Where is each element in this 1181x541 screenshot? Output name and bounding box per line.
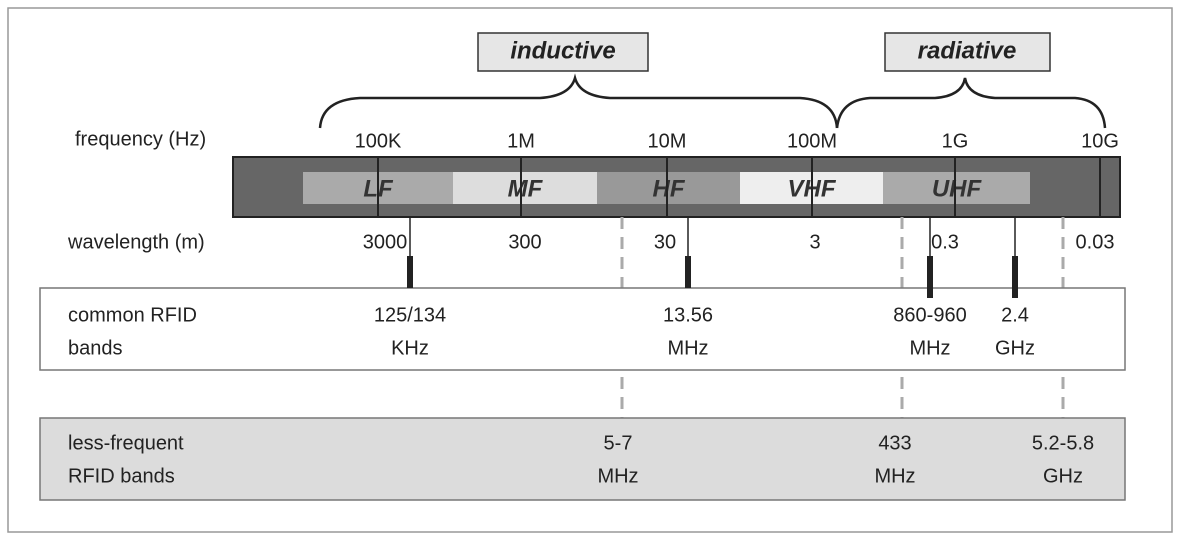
group-box [477,32,649,72]
band-segment [453,172,597,204]
frequency-tick-label: 100K [355,130,402,152]
band-item: 13.56 [663,304,713,326]
wavelength-tick-label: 30 [654,231,676,253]
band-item: KHz [391,337,429,359]
brace [835,77,1107,129]
band-item: 433 [878,432,911,454]
wavelength-tick-label: 3 [809,231,820,253]
frequency-tick-label: 1M [507,130,535,152]
band-item: MHz [874,465,915,487]
brace [318,73,839,129]
band-item: MHz [667,337,708,359]
band-item: 125/134 [374,304,446,326]
band-item: MHz [597,465,638,487]
band-item: 5-7 [604,432,633,454]
frequency-tick-label: 10G [1081,130,1119,152]
wavelength-label: wavelength (m) [67,231,205,253]
common-box [39,287,1126,371]
band-label: MF [508,175,544,202]
box-label: bands [68,337,123,359]
box-label: less-frequent [68,432,184,454]
band-segment [883,172,1030,204]
group-label: inductive [510,37,615,64]
box-label: RFID bands [68,465,175,487]
band-item: 2.4 [1001,304,1029,326]
band-item: GHz [1043,465,1083,487]
band-item: 860-960 [893,304,966,326]
band-label: HF [653,175,686,202]
wavelength-tick-label: 3000 [363,231,408,253]
wavelength-tick-label: 300 [508,231,541,253]
frequency-tick-label: 100M [787,130,837,152]
band-item: MHz [909,337,950,359]
less-frequent-box [39,417,1126,501]
band-segment [597,172,740,204]
connectors [407,217,1018,298]
wavelength-tick-label: 0.03 [1076,231,1115,253]
group-box [884,32,1051,72]
band-label: UHF [932,175,983,202]
group-label: radiative [918,37,1017,64]
frequency-tick-label: 1G [942,130,969,152]
band-item: GHz [995,337,1035,359]
frequency-label: frequency (Hz) [75,128,206,150]
band-item: 5.2-5.8 [1032,432,1094,454]
frequency-tick-label: 10M [648,130,687,152]
box-label: common RFID [68,304,197,326]
wavelength-tick-label: 0.3 [931,231,959,253]
